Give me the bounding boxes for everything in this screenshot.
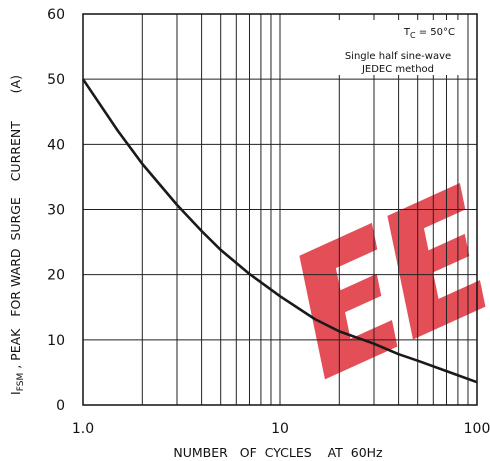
annotation-background xyxy=(333,20,463,75)
annotation-line3: JEDEC method xyxy=(361,64,434,75)
y-axis-label-sub: FSM xyxy=(16,373,26,392)
annotation-tc-main: T xyxy=(403,27,411,38)
annotation-tc-rest: = 50°C xyxy=(416,27,455,38)
x-tick-label: 10 xyxy=(271,421,289,437)
x-axis-label: NUMBER OF CYCLES AT 60Hz xyxy=(173,445,383,460)
y-tick-label: 40 xyxy=(47,137,65,153)
y-tick-label: 30 xyxy=(47,203,65,219)
watermark-mark-right xyxy=(387,182,486,340)
x-tick-label: 1.0 xyxy=(72,421,94,437)
y-tick-labels: 0 10 20 30 40 50 60 xyxy=(47,7,65,414)
y-tick-label: 0 xyxy=(56,398,65,414)
series-group xyxy=(81,78,478,384)
y-tick-label: 20 xyxy=(47,268,65,284)
watermark-mark-left xyxy=(299,222,398,380)
y-tick-label: 10 xyxy=(47,333,65,349)
y-axis-label: IFSM , PEAK FOR WARD SURGE CURRENT (A) xyxy=(8,75,26,395)
series-line xyxy=(81,78,478,384)
annotation-line1: TC = 50°C xyxy=(403,27,455,40)
y-axis-label-main: I xyxy=(8,391,23,395)
x-tick-label: 100 xyxy=(464,421,490,437)
y-tick-label: 60 xyxy=(47,7,65,23)
grid-lines xyxy=(83,14,477,405)
x-tick-labels: 1.0 10 100 xyxy=(72,421,490,437)
annotation-line2: Single half sine-wave xyxy=(345,51,451,62)
y-axis-label-rest: , PEAK FOR WARD SURGE CURRENT (A) xyxy=(8,75,23,373)
annotation-tc-sub: C xyxy=(410,31,416,40)
plot-frame xyxy=(82,13,478,406)
y-tick-label: 50 xyxy=(47,72,65,88)
